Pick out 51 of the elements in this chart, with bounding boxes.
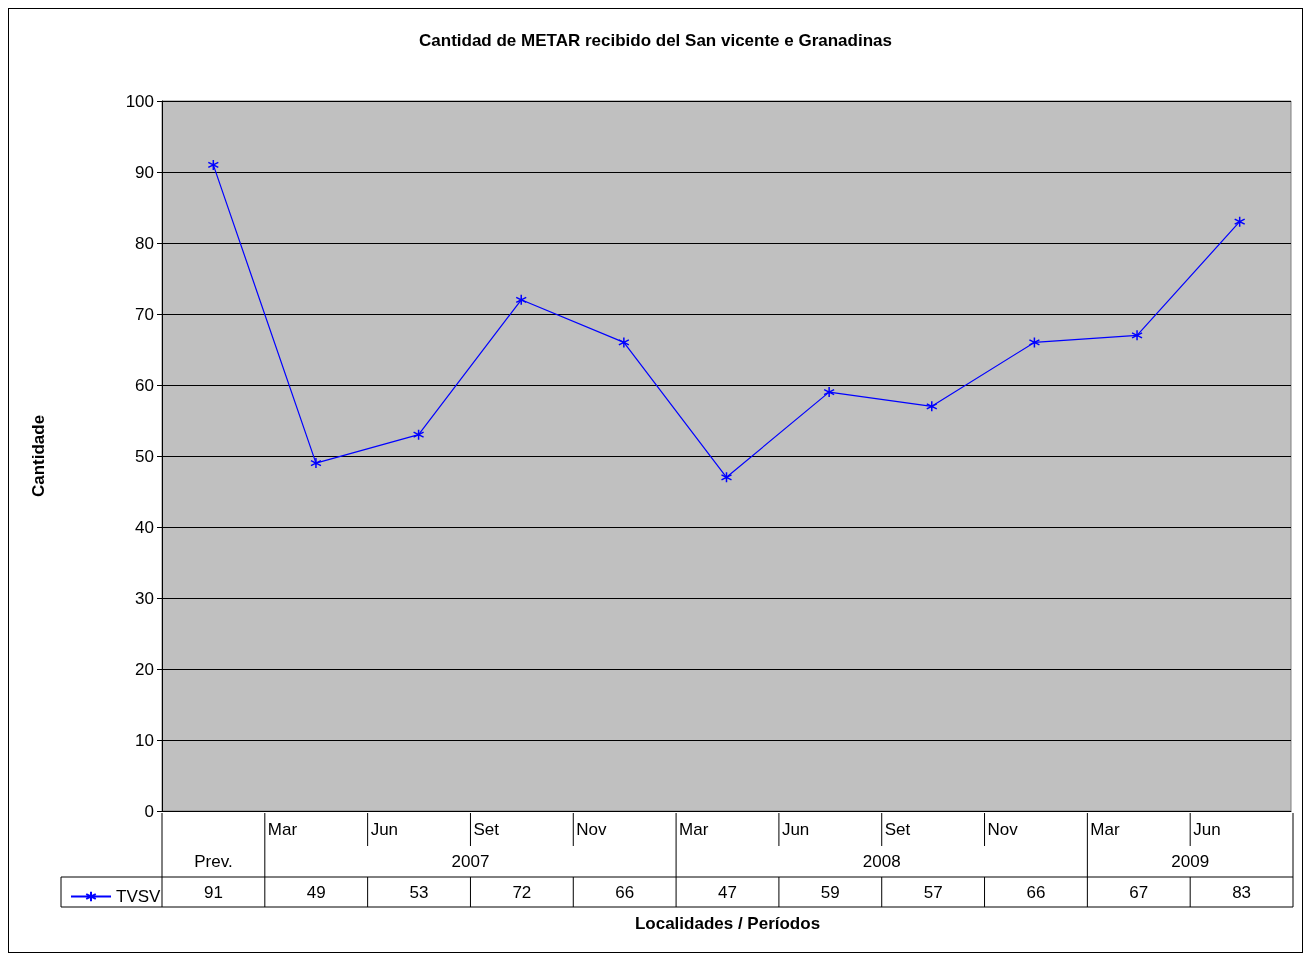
- y-tick-label: 30: [135, 588, 154, 608]
- y-tick-label: 40: [135, 517, 154, 537]
- x-tick-label: Jun: [781, 820, 810, 839]
- y-tick-label: 20: [135, 659, 154, 679]
- data-label: 47: [718, 882, 737, 902]
- x-tick-label: Mar: [1090, 820, 1120, 839]
- point: [823, 386, 835, 398]
- y-tick-label: 70: [135, 304, 154, 324]
- x-axis-title: Localidades / Períodos: [634, 913, 821, 933]
- y-tick-label: 90: [135, 162, 154, 182]
- y-tick-label: 10: [135, 730, 154, 750]
- data-label: 66: [615, 882, 635, 902]
- x-tick-label: Prev.: [194, 852, 233, 871]
- point: [618, 336, 630, 349]
- data-label: 91: [203, 882, 223, 902]
- chart-title: Cantidad de METAR recibido del San vicente e Granadinas: [419, 31, 892, 50]
- text: 2009: [1171, 852, 1210, 871]
- data-label: 57: [923, 882, 943, 902]
- y-tick-label: 100: [125, 91, 154, 111]
- point: [720, 471, 733, 484]
- legend-label: TVSV: [116, 887, 162, 906]
- x-tick-label: Nov: [987, 820, 1019, 839]
- point: [310, 457, 322, 469]
- x-tick-label: Set: [884, 820, 911, 839]
- data-label: 83: [1232, 882, 1252, 902]
- y-tick-label: 80: [135, 233, 154, 253]
- data-label: 59: [820, 882, 840, 902]
- data-label: 49: [306, 882, 326, 902]
- x-tick-label: Jun: [370, 820, 399, 839]
- point: [412, 428, 425, 441]
- text: 2008: [862, 852, 901, 871]
- y-tick-label: 60: [135, 375, 154, 395]
- text: 2007: [451, 852, 490, 871]
- data-label: 67: [1129, 882, 1149, 902]
- y-tick-label: 0: [144, 801, 154, 821]
- data-label: 53: [409, 882, 429, 902]
- y-tick-label: 50: [135, 446, 154, 466]
- x-tick-label: Nov: [576, 820, 607, 839]
- point: [207, 159, 220, 171]
- point: [1028, 336, 1041, 349]
- point: [1131, 329, 1143, 342]
- x-tick-label: Mar: [679, 820, 709, 839]
- data-label: 72: [512, 882, 532, 902]
- data-label: 66: [1026, 882, 1046, 902]
- point: [926, 400, 938, 413]
- point: [1233, 215, 1246, 228]
- point: [515, 294, 527, 306]
- x-tick-label: Jun: [1193, 820, 1221, 839]
- x-tick-label: Set: [473, 820, 500, 839]
- x-tick-label: Mar: [267, 820, 298, 839]
- y-axis-title: Cantidade: [29, 414, 48, 498]
